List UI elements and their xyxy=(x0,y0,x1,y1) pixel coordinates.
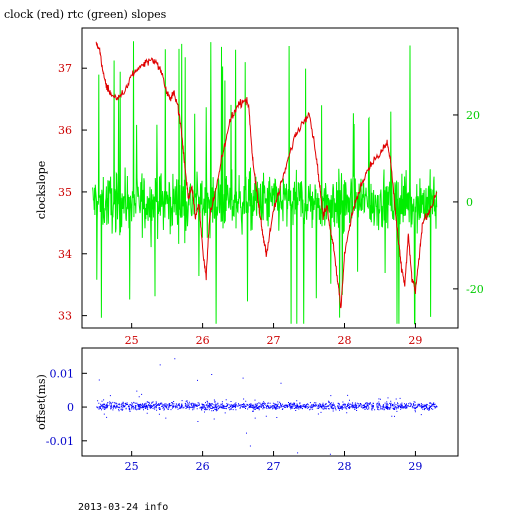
offset-plot-frame xyxy=(81,347,459,457)
offset-x-tick-label: 29 xyxy=(408,460,422,473)
top-x-tick-label: 28 xyxy=(337,334,351,347)
offset-points xyxy=(96,358,438,455)
offset-x-tick-label: 28 xyxy=(337,460,351,473)
left-y-tick-label: 35 xyxy=(58,186,72,199)
chart-title: clock (red) rtc (green) slopes xyxy=(4,8,167,21)
rtc-slope-series xyxy=(92,41,438,325)
offset-y-tick-label: -0.01 xyxy=(46,435,74,448)
right-y-tick-label: -20 xyxy=(466,283,484,296)
offset-ylabel: offset(ms) xyxy=(35,374,48,430)
top-x-tick-label: 27 xyxy=(267,334,281,347)
top-x-tick-label: 26 xyxy=(196,334,210,347)
footer-info: 2013-03-24 info xyxy=(78,502,168,512)
right-y-tick-label: 0 xyxy=(466,196,473,209)
offset-x-tick-label: 25 xyxy=(125,460,139,473)
offset-y-tick-label: 0.01 xyxy=(50,367,75,380)
offset-y-tick-label: 0 xyxy=(67,401,74,414)
left-y-tick-label: 33 xyxy=(58,310,72,323)
right-y-tick-label: 20 xyxy=(466,109,480,122)
left-y-tick-label: 36 xyxy=(58,124,72,137)
offset-x-tick-label: 26 xyxy=(196,460,210,473)
slope-ylabel: clockslope xyxy=(35,161,48,219)
offset-x-tick-label: 27 xyxy=(267,460,281,473)
top-x-tick-label: 25 xyxy=(125,334,139,347)
offset-chart: -0.01 0 0.01 25 26 27 28 29 offset(ms) xyxy=(35,347,459,473)
slope-chart: 33 34 35 36 37 -20 0 20 25 26 27 28 29 clockslope xyxy=(35,27,484,347)
clock-slope-series xyxy=(95,41,438,309)
left-y-tick-label: 34 xyxy=(58,248,72,261)
left-y-tick-label: 37 xyxy=(58,62,72,75)
top-x-tick-label: 29 xyxy=(408,334,422,347)
slope-plot-frame xyxy=(81,27,459,329)
